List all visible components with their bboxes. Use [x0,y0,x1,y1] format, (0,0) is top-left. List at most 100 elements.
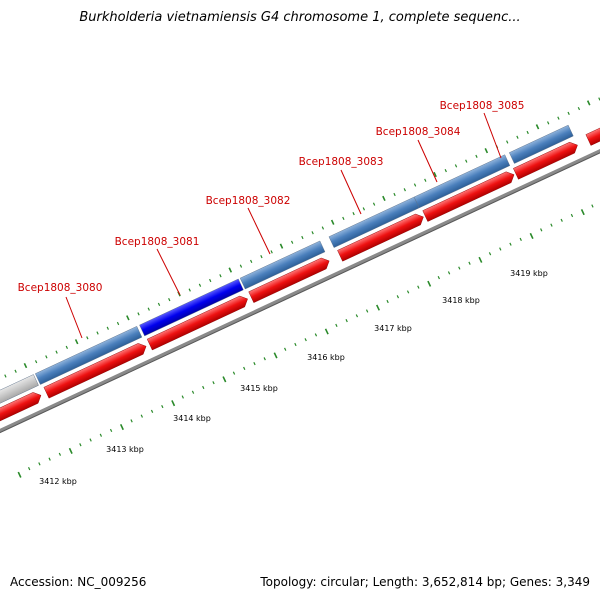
tick-mark [488,252,492,256]
tick-mark [352,212,355,216]
label-leader [483,112,502,159]
tick-mark [126,315,130,321]
tick-mark [560,218,563,222]
tick-mark [478,256,483,263]
gene-label: Bcep1808_3082 [206,195,291,207]
tick-mark [99,433,103,437]
gene-bar [413,154,511,209]
tick-mark [484,148,489,154]
tick-mark [342,216,345,221]
tick-mark [96,331,99,335]
label-leader [156,248,181,296]
tick-mark [506,140,509,144]
tick-mark [14,369,17,373]
tick-mark [365,309,369,313]
tick-mark [362,207,366,211]
tick-mark [130,419,133,423]
tick-mark [550,223,553,227]
tick-mark [273,352,278,359]
tick-mark [58,452,62,456]
tick-mark [48,457,51,461]
label-leader [417,139,438,183]
tick-mark [345,318,348,323]
tick-mark [301,235,304,240]
tick-mark [447,271,451,275]
tick-mark [116,321,120,326]
tick-mark [157,302,161,306]
tick-mark [188,288,191,292]
tick-mark [79,443,82,447]
tick-mark [406,290,410,294]
gene-label: Bcep1808_3083 [299,156,384,168]
tick-mark [263,357,266,361]
map-title: Burkholderia vietnamiensis G4 chromosome… [79,10,521,25]
tick-mark [591,204,594,208]
tick-mark [586,100,591,106]
tick-mark [519,237,522,242]
tick-mark [270,250,273,254]
tick-mark [171,400,176,407]
gene-label: Bcep1808_3085 [440,100,525,112]
gene-label: Bcep1808_3084 [376,126,461,138]
tick-mark [382,195,386,202]
tick-mark [260,255,263,259]
cds-arrow [513,141,578,180]
tick-mark [239,264,243,268]
kbp-label: 3418 kbp [442,296,480,305]
tick-mark [580,209,585,216]
tick-mark [38,462,41,466]
tick-mark [557,116,560,120]
tick-mark [168,297,171,302]
tick-mark [279,243,284,249]
gene-bar [239,240,326,290]
tick-mark [516,135,519,139]
tick-mark [417,285,420,289]
tick-mark [535,124,540,130]
tick-mark [321,226,325,230]
kbp-label: 3417 kbp [374,324,412,333]
tick-mark [499,247,502,251]
kbp-label: 3412 kbp [39,477,77,486]
label-leader [340,169,362,215]
tick-mark [89,438,92,442]
tick-mark [396,295,400,299]
tick-mark [437,276,440,280]
tick-mark [529,232,534,240]
tick-mark [106,326,109,330]
tick-mark [311,231,314,235]
tick-mark [109,428,113,433]
tick-mark [250,259,253,264]
tick-mark [55,350,58,354]
cds-arrow [43,343,147,399]
tick-mark [509,242,512,246]
tick-mark [65,345,69,349]
tick-mark [202,385,205,390]
kbp-label: 3419 kbp [510,269,548,278]
tick-mark [228,267,233,273]
cds-arrow [248,257,330,303]
cds-arrow [337,213,424,262]
tick-mark [475,154,478,158]
tick-mark [465,159,468,163]
tick-mark [284,347,287,351]
tick-mark [253,361,256,366]
tick-mark [23,362,28,369]
kbp-label: 3413 kbp [106,445,144,454]
backbone-shadow [0,108,600,465]
tick-mark [355,314,359,318]
tick-mark [294,342,297,347]
tick-mark [219,274,222,278]
cds-arrow [146,295,248,351]
gene-bar [509,124,574,164]
kbp-label: 3416 kbp [307,353,345,362]
label-leader [65,296,83,339]
tick-mark [27,467,31,471]
tick-mark [444,169,447,173]
tick-mark [17,471,22,478]
tick-mark [45,355,48,359]
tick-mark [577,106,581,111]
tick-mark [330,219,335,225]
cds-arrow [585,108,600,146]
tick-mark [209,278,212,283]
